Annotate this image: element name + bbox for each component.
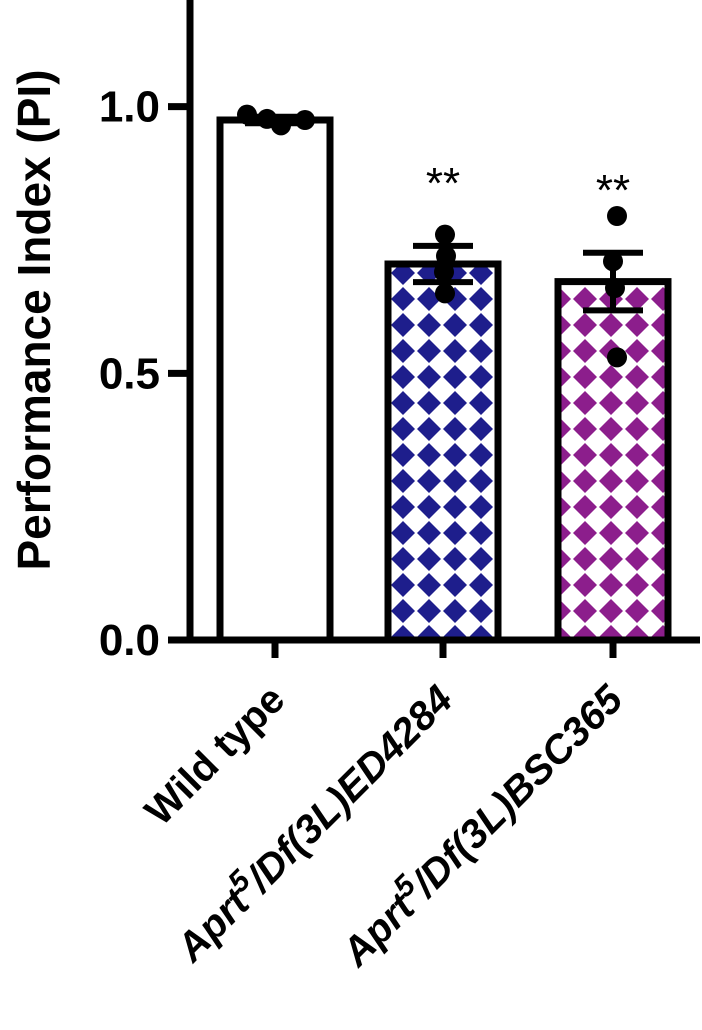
- x-category-label: Wild type: [137, 677, 294, 834]
- data-point: [435, 224, 455, 245]
- data-point: [607, 206, 627, 226]
- data-point: [435, 283, 455, 304]
- category-base: Wild type: [137, 677, 294, 834]
- x-category-label: Aprt5/Df(3L)BSC365: [328, 672, 632, 976]
- data-point: [434, 262, 454, 282]
- data-point: [237, 104, 257, 125]
- significance-label: **: [426, 159, 460, 208]
- data-point: [271, 115, 291, 136]
- data-point: [603, 251, 623, 272]
- data-point: [607, 347, 627, 368]
- significance-label: **: [596, 166, 630, 215]
- y-tick-label: 0.0: [99, 616, 160, 665]
- bar: [384, 260, 502, 644]
- y-axis-title: Performance Index (PI): [8, 69, 60, 570]
- x-category-label: Aprt5/Df(3L)ED4284: [163, 672, 461, 970]
- data-point: [436, 246, 456, 266]
- data-point: [295, 110, 315, 130]
- data-point: [605, 278, 625, 298]
- bar: [216, 116, 334, 644]
- y-tick-label: 1.0: [99, 83, 160, 132]
- bar: [554, 278, 672, 644]
- y-tick-label: 0.5: [99, 349, 160, 398]
